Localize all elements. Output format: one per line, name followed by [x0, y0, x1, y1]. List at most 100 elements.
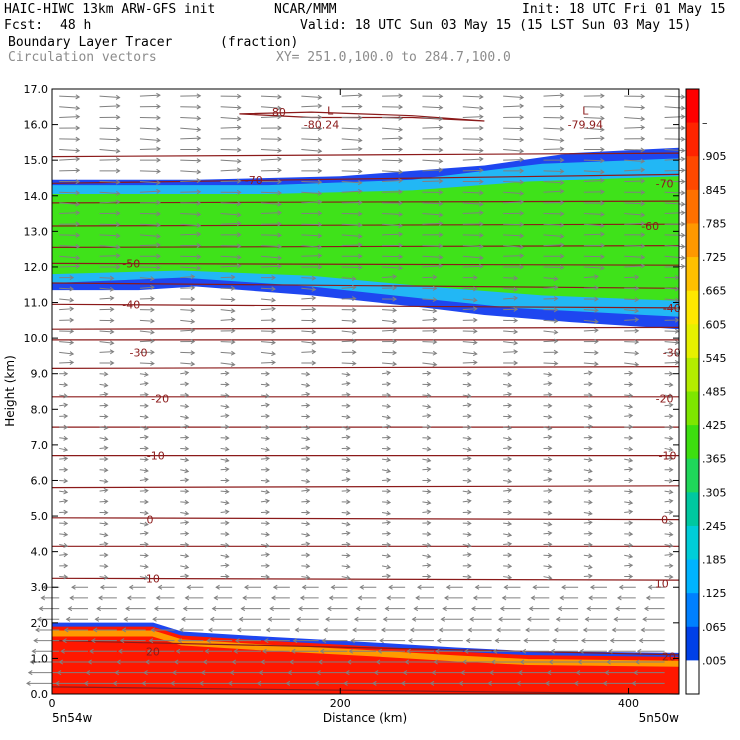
vector-548	[382, 361, 398, 367]
vector-86	[607, 648, 636, 654]
vector-922	[624, 116, 646, 122]
vector-588	[59, 328, 75, 334]
circulation-vectors	[26, 92, 686, 686]
vector-931	[341, 104, 363, 110]
vector-274	[301, 541, 311, 547]
vector-615	[503, 318, 519, 324]
vector-538	[624, 370, 634, 376]
vector-801	[260, 190, 282, 196]
vector-243	[341, 564, 351, 570]
vector-835	[341, 168, 363, 174]
vector-109	[638, 638, 665, 644]
vector-148	[498, 616, 521, 622]
vector-298	[624, 531, 634, 537]
vector-607	[180, 319, 196, 324]
isotherm-12	[51, 303, 680, 309]
vector-792	[543, 200, 565, 206]
vector-410	[624, 457, 634, 463]
x-axis-label: Distance (km)	[323, 711, 407, 725]
vector-563	[341, 349, 357, 355]
vector-844	[59, 156, 81, 162]
vector-407	[503, 456, 513, 462]
vector-232	[543, 575, 553, 581]
vector-785	[260, 201, 282, 207]
vector-646	[462, 297, 478, 303]
vector-3	[112, 680, 146, 686]
vector-833	[260, 167, 282, 173]
colorbar-label-12: .245	[702, 520, 727, 533]
vector-139	[238, 616, 261, 622]
vector-42	[604, 670, 636, 676]
vector-316	[59, 509, 69, 515]
vector-12	[371, 680, 406, 686]
vector-726	[462, 244, 484, 249]
vector-547	[341, 360, 357, 366]
vector-829	[99, 168, 121, 174]
colorbar-label-1: .905	[702, 150, 727, 163]
vector-623	[180, 307, 196, 313]
vector-654	[139, 284, 155, 290]
vector-150	[555, 616, 579, 622]
vector-688	[220, 263, 242, 269]
vector-493	[99, 391, 109, 397]
vector-143	[353, 616, 377, 622]
vector-628	[382, 307, 398, 313]
vector-693	[422, 263, 444, 269]
vector-30	[258, 670, 290, 676]
vector-244	[381, 564, 392, 570]
vector-767	[180, 211, 202, 217]
vector-334	[139, 499, 149, 505]
init-time: Init: 18 UTC Fri 01 May 15	[522, 2, 726, 17]
boundary-gradient	[52, 630, 680, 667]
vector-496	[220, 393, 230, 398]
vector-431	[180, 435, 190, 441]
vector-15	[458, 680, 492, 686]
vector-211	[416, 584, 434, 590]
vector-71	[175, 648, 204, 654]
vector-164	[326, 606, 348, 612]
vector-214	[503, 584, 521, 590]
vector-272	[220, 542, 230, 548]
vector-707	[341, 253, 363, 259]
y-axis-label: Height (km)	[3, 355, 17, 426]
vector-248	[543, 564, 553, 570]
vector-736	[220, 232, 242, 238]
vector-955	[664, 94, 686, 100]
vector-467	[341, 414, 351, 420]
isotherm-18	[51, 173, 680, 184]
vector-720	[220, 243, 242, 249]
vector-938	[624, 105, 646, 111]
vector-374	[462, 478, 472, 484]
vector-163	[298, 606, 319, 612]
vector-145	[411, 616, 434, 622]
vector-343	[503, 499, 513, 505]
vector-483	[341, 403, 351, 409]
boundary-edge	[52, 622, 680, 657]
vector-698	[624, 263, 646, 269]
vector-28	[200, 670, 233, 676]
vector-897	[260, 125, 282, 131]
vector-557	[99, 349, 115, 355]
vector-724	[382, 242, 404, 248]
vector-32	[316, 670, 348, 676]
vector-641	[260, 297, 276, 303]
vector-285	[99, 532, 109, 538]
vector-909	[99, 114, 121, 120]
vector-114	[150, 627, 175, 633]
vector-771	[341, 211, 363, 217]
vector-217	[589, 584, 607, 590]
vector-80	[435, 648, 463, 654]
vector-690	[301, 264, 323, 270]
vector-315	[664, 520, 674, 526]
isotherm-16	[51, 223, 680, 227]
vector-713	[583, 254, 605, 260]
vector-216	[561, 584, 579, 590]
vector-813	[99, 179, 121, 185]
vector-255	[180, 553, 190, 559]
vector-749	[99, 222, 121, 228]
vector-113	[121, 627, 146, 633]
vector-954	[624, 93, 646, 99]
vector-395	[664, 467, 674, 473]
vector-659	[341, 284, 357, 290]
colorbar-label-8: .485	[702, 386, 727, 399]
